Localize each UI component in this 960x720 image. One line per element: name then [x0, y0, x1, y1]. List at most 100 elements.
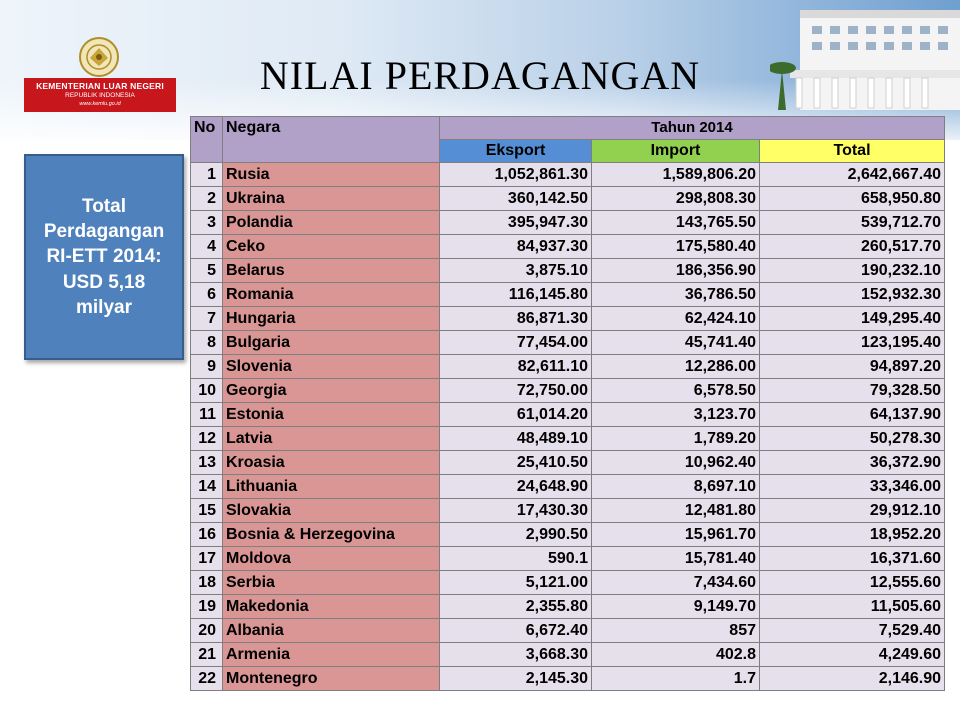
logo-line3: www.kemlu.go.id	[79, 101, 121, 107]
table-row: 11 Estonia 61,014.20 3,123.70 64,137.90	[190, 402, 946, 427]
cell-negara: Belarus	[222, 258, 440, 283]
cell-eksport: 3,875.10	[439, 258, 592, 283]
cell-negara: Bulgaria	[222, 330, 440, 355]
cell-eksport: 82,611.10	[439, 354, 592, 379]
cell-eksport: 6,672.40	[439, 618, 592, 643]
header-negara: Negara	[222, 116, 440, 163]
cell-total: 149,295.40	[758, 306, 946, 331]
garuda-seal-icon	[79, 37, 119, 77]
cell-negara: Albania	[222, 618, 440, 643]
cell-import: 12,481.80	[591, 498, 760, 523]
table-row: 21 Armenia 3,668.30 402.8 4,249.60	[190, 642, 946, 667]
cell-total: 539,712.70	[758, 210, 946, 235]
cell-import: 1.7	[591, 666, 760, 691]
cell-total: 190,232.10	[758, 258, 946, 283]
cell-import: 45,741.40	[591, 330, 760, 355]
table-row: 12 Latvia 48,489.10 1,789.20 50,278.30	[190, 426, 946, 451]
cell-no: 14	[190, 474, 223, 499]
cell-negara: Romania	[222, 282, 440, 307]
table-row: 15 Slovakia 17,430.30 12,481.80 29,912.10	[190, 498, 946, 523]
cell-negara: Serbia	[222, 570, 440, 595]
cell-negara: Ceko	[222, 234, 440, 259]
cell-no: 3	[190, 210, 223, 235]
table-row: 3 Polandia 395,947.30 143,765.50 539,712.70	[190, 210, 946, 235]
table-row: 4 Ceko 84,937.30 175,580.40 260,517.70	[190, 234, 946, 259]
cell-total: 36,372.90	[758, 450, 946, 475]
cell-import: 186,356.90	[591, 258, 760, 283]
cell-negara: Estonia	[222, 402, 440, 427]
cell-eksport: 360,142.50	[439, 186, 592, 211]
cell-negara: Polandia	[222, 210, 440, 235]
cell-no: 8	[190, 330, 223, 355]
trade-table: No Negara Tahun 2014 Eksport Import Tota…	[190, 116, 946, 691]
cell-total: 18,952.20	[758, 522, 946, 547]
cell-total: 2,146.90	[758, 666, 946, 691]
cell-import: 3,123.70	[591, 402, 760, 427]
cell-import: 36,786.50	[591, 282, 760, 307]
cell-total: 16,371.60	[758, 546, 946, 571]
cell-import: 9,149.70	[591, 594, 760, 619]
cell-no: 2	[190, 186, 223, 211]
table-row: 19 Makedonia 2,355.80 9,149.70 11,505.60	[190, 594, 946, 619]
cell-no: 18	[190, 570, 223, 595]
cell-eksport: 2,145.30	[439, 666, 592, 691]
cell-import: 8,697.10	[591, 474, 760, 499]
cell-total: 11,505.60	[758, 594, 946, 619]
cell-no: 22	[190, 666, 223, 691]
cell-total: 33,346.00	[758, 474, 946, 499]
cell-no: 9	[190, 354, 223, 379]
table-row: 18 Serbia 5,121.00 7,434.60 12,555.60	[190, 570, 946, 595]
cell-total: 4,249.60	[758, 642, 946, 667]
cell-negara: Bosnia & Herzegovina	[222, 522, 440, 547]
cell-import: 15,781.40	[591, 546, 760, 571]
cell-no: 17	[190, 546, 223, 571]
table-row: 6 Romania 116,145.80 36,786.50 152,932.30	[190, 282, 946, 307]
cell-import: 143,765.50	[591, 210, 760, 235]
cell-total: 7,529.40	[758, 618, 946, 643]
cell-eksport: 48,489.10	[439, 426, 592, 451]
page-title: NILAI PERDAGANGAN	[259, 53, 701, 98]
header-tahun: Tahun 2014	[438, 116, 946, 140]
cell-eksport: 395,947.30	[439, 210, 592, 235]
header-import: Import	[591, 139, 760, 163]
cell-eksport: 86,871.30	[439, 306, 592, 331]
cell-negara: Rusia	[222, 162, 440, 187]
cell-total: 94,897.20	[758, 354, 946, 379]
cell-negara: Lithuania	[222, 474, 440, 499]
cell-import: 1,789.20	[591, 426, 760, 451]
cell-no: 21	[190, 642, 223, 667]
cell-import: 6,578.50	[591, 378, 760, 403]
cell-negara: Ukraina	[222, 186, 440, 211]
cell-no: 15	[190, 498, 223, 523]
cell-total: 658,950.80	[758, 186, 946, 211]
logo-line1: KEMENTERIAN LUAR NEGERI	[36, 81, 164, 91]
table-row: 16 Bosnia & Herzegovina 2,990.50 15,961.70 1…	[190, 522, 946, 547]
cell-negara: Slovakia	[222, 498, 440, 523]
cell-import: 1,589,806.20	[591, 162, 760, 187]
cell-import: 12,286.00	[591, 354, 760, 379]
table-row: 7 Hungaria 86,871.30 62,424.10 149,295.40	[190, 306, 946, 331]
ministry-logo: KEMENTERIAN LUAR NEGERI REPUBLIK INDONES…	[24, 30, 176, 112]
cell-no: 19	[190, 594, 223, 619]
cell-import: 7,434.60	[591, 570, 760, 595]
cell-negara: Armenia	[222, 642, 440, 667]
cell-no: 20	[190, 618, 223, 643]
cell-total: 79,328.50	[758, 378, 946, 403]
cell-negara: Kroasia	[222, 450, 440, 475]
cell-no: 13	[190, 450, 223, 475]
cell-eksport: 116,145.80	[439, 282, 592, 307]
table-row: 8 Bulgaria 77,454.00 45,741.40 123,195.40	[190, 330, 946, 355]
cell-total: 123,195.40	[758, 330, 946, 355]
cell-eksport: 3,668.30	[439, 642, 592, 667]
table-row: 5 Belarus 3,875.10 186,356.90 190,232.10	[190, 258, 946, 283]
cell-negara: Georgia	[222, 378, 440, 403]
cell-no: 4	[190, 234, 223, 259]
table-row: 9 Slovenia 82,611.10 12,286.00 94,897.20	[190, 354, 946, 379]
cell-no: 5	[190, 258, 223, 283]
cell-negara: Moldova	[222, 546, 440, 571]
cell-eksport: 25,410.50	[439, 450, 592, 475]
table-row: 1 Rusia 1,052,861.30 1,589,806.20 2,642,667.…	[190, 162, 946, 187]
cell-negara: Montenegro	[222, 666, 440, 691]
cell-import: 298,808.30	[591, 186, 760, 211]
cell-no: 6	[190, 282, 223, 307]
